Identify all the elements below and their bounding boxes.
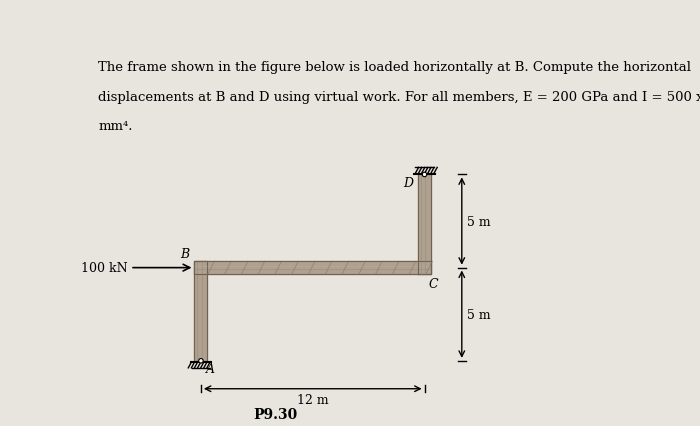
Circle shape bbox=[422, 173, 427, 177]
Text: 5 m: 5 m bbox=[468, 215, 491, 228]
Text: A: A bbox=[206, 362, 215, 375]
Polygon shape bbox=[195, 262, 207, 361]
Circle shape bbox=[199, 359, 203, 363]
Text: displacements at B and D using virtual work. For all members, E = 200 GPa and I : displacements at B and D using virtual w… bbox=[98, 90, 700, 104]
Text: The frame shown in the figure below is loaded horizontally at B. Compute the hor: The frame shown in the figure below is l… bbox=[98, 61, 692, 74]
Text: 5 m: 5 m bbox=[468, 308, 491, 321]
Text: 100 kN: 100 kN bbox=[80, 262, 127, 274]
Text: B: B bbox=[181, 248, 190, 261]
Polygon shape bbox=[195, 262, 431, 274]
Polygon shape bbox=[418, 175, 431, 274]
Text: C: C bbox=[428, 277, 438, 290]
Text: mm⁴.: mm⁴. bbox=[98, 120, 133, 133]
Text: D: D bbox=[403, 177, 414, 190]
Text: P9.30: P9.30 bbox=[253, 407, 298, 421]
Text: 12 m: 12 m bbox=[297, 394, 328, 406]
